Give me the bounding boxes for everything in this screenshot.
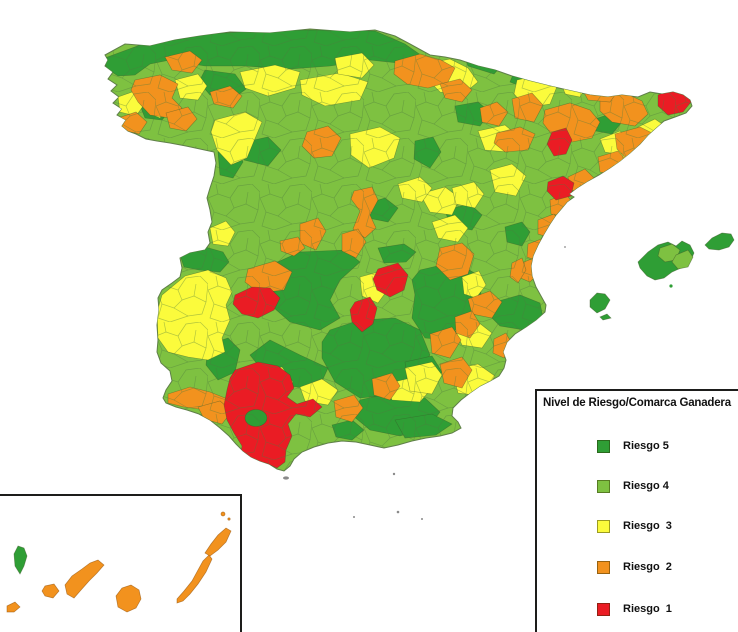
legend-label-riesgo-2: Riesgo 2 [623,561,672,573]
legend-label-riesgo-3: Riesgo 3 [623,520,672,532]
legend-title: Nivel de Riesgo/Comarca Ganadera [543,397,731,409]
balearic-islands [589,232,735,321]
legend-label-riesgo-4: Riesgo 4 [623,480,669,492]
legend-label-riesgo-1: Riesgo 1 [623,603,672,615]
legend-swatch-riesgo-1 [597,603,610,616]
legend-label-riesgo-5: Riesgo 5 [623,440,669,452]
sea-specks [283,246,566,520]
legend-swatch-riesgo-4 [597,480,610,493]
legend-swatch-riesgo-5 [597,440,610,453]
legend-swatch-riesgo-3 [597,520,610,533]
legend-swatch-riesgo-2 [597,561,610,574]
legend-box: Nivel de Riesgo/Comarca Ganadera Riesgo … [535,389,738,632]
canary-islands [6,511,232,613]
